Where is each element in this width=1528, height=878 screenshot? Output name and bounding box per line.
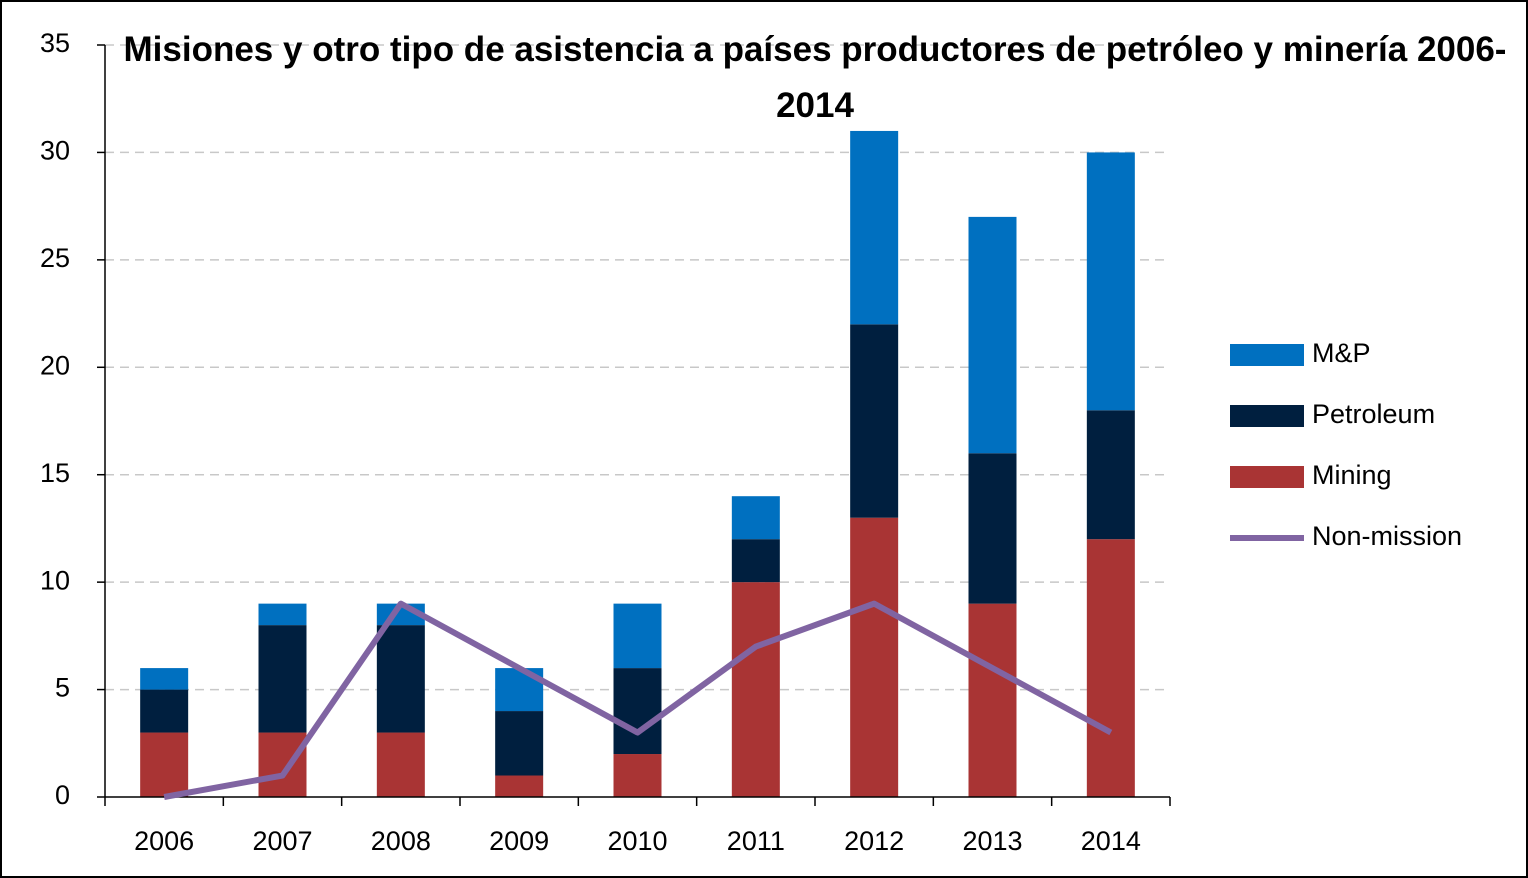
bar-segment — [731, 539, 780, 583]
bar-segment — [613, 603, 662, 669]
bar-segment — [850, 517, 899, 797]
x-tick-label: 2014 — [1081, 826, 1141, 856]
chart-title: Misiones y otro tipo de asistencia a paí… — [123, 30, 1507, 125]
bar-segment — [376, 625, 425, 733]
bar-segment — [731, 582, 780, 797]
y-tick-label: 20 — [40, 350, 70, 380]
bar-segment — [1086, 152, 1135, 411]
bar-segment — [495, 775, 544, 797]
x-tick-label: 2006 — [134, 826, 194, 856]
bar-segment — [1086, 410, 1135, 540]
x-tick-label: 2013 — [962, 826, 1022, 856]
y-tick-label: 5 — [55, 673, 70, 703]
legend-label: M&P — [1312, 338, 1371, 368]
y-tick-label: 25 — [40, 243, 70, 273]
y-tick-label: 10 — [40, 565, 70, 595]
bar-segment — [613, 754, 662, 797]
x-tick-label: 2009 — [489, 826, 549, 856]
line-series — [163, 600, 1113, 800]
x-tick-label: 2007 — [252, 826, 312, 856]
bar-segment — [968, 216, 1017, 454]
legend-swatch — [1230, 405, 1304, 427]
y-tick-label: 0 — [55, 780, 70, 810]
bar-segment — [968, 603, 1017, 797]
bar-segment — [140, 668, 189, 690]
x-tick-label: 2008 — [371, 826, 431, 856]
bar-segment — [140, 689, 189, 733]
bar-segment — [495, 711, 544, 776]
y-tick-label: 15 — [40, 458, 70, 488]
legend-swatch — [1230, 466, 1304, 488]
legend-swatch — [1230, 344, 1304, 366]
legend-label: Petroleum — [1312, 399, 1435, 429]
legend-label: Mining — [1312, 460, 1392, 490]
x-tick-label: 2011 — [727, 826, 785, 856]
bar-segment — [376, 732, 425, 797]
bar-segment — [1086, 539, 1135, 797]
bar-segment — [968, 453, 1017, 604]
bar-segment — [731, 496, 780, 540]
bar-segment — [258, 732, 307, 797]
legend-label: Non-mission — [1312, 521, 1462, 551]
bar-segment — [258, 603, 307, 626]
x-tick-label: 2010 — [607, 826, 667, 856]
bar-segment — [850, 130, 899, 325]
bar-segment — [140, 732, 189, 797]
x-tick-label: 2012 — [844, 826, 904, 856]
y-tick-label: 30 — [40, 136, 70, 166]
y-tick-label: 35 — [40, 28, 70, 58]
bar-segment — [258, 625, 307, 733]
bar-segment — [613, 668, 662, 755]
bar-segment — [850, 324, 899, 518]
